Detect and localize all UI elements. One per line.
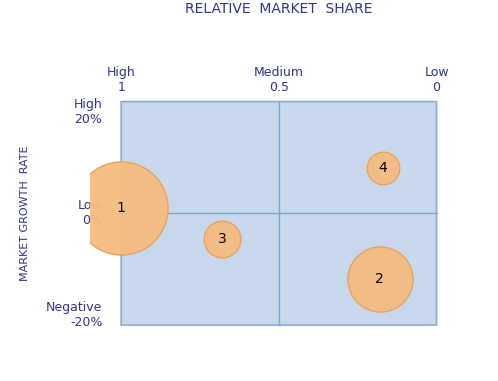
Text: Low
0: Low 0: [424, 66, 449, 94]
Text: Low
0%: Low 0%: [78, 199, 102, 227]
Text: High
20%: High 20%: [74, 98, 102, 126]
Text: High
1: High 1: [107, 66, 135, 94]
FancyBboxPatch shape: [121, 102, 437, 325]
Point: [117, 205, 125, 211]
Point: [379, 165, 387, 171]
Text: Negative
-20%: Negative -20%: [46, 301, 102, 329]
Text: RELATIVE  MARKET  SHARE: RELATIVE MARKET SHARE: [185, 2, 373, 16]
Point: [218, 236, 226, 242]
Text: 4: 4: [378, 161, 387, 174]
Point: [376, 276, 384, 282]
Text: 2: 2: [375, 272, 384, 287]
Text: Medium
0.5: Medium 0.5: [254, 66, 304, 94]
Text: 1: 1: [117, 201, 125, 215]
Text: MARKET GROWTH  RATE: MARKET GROWTH RATE: [20, 146, 30, 281]
Text: 3: 3: [218, 232, 227, 246]
